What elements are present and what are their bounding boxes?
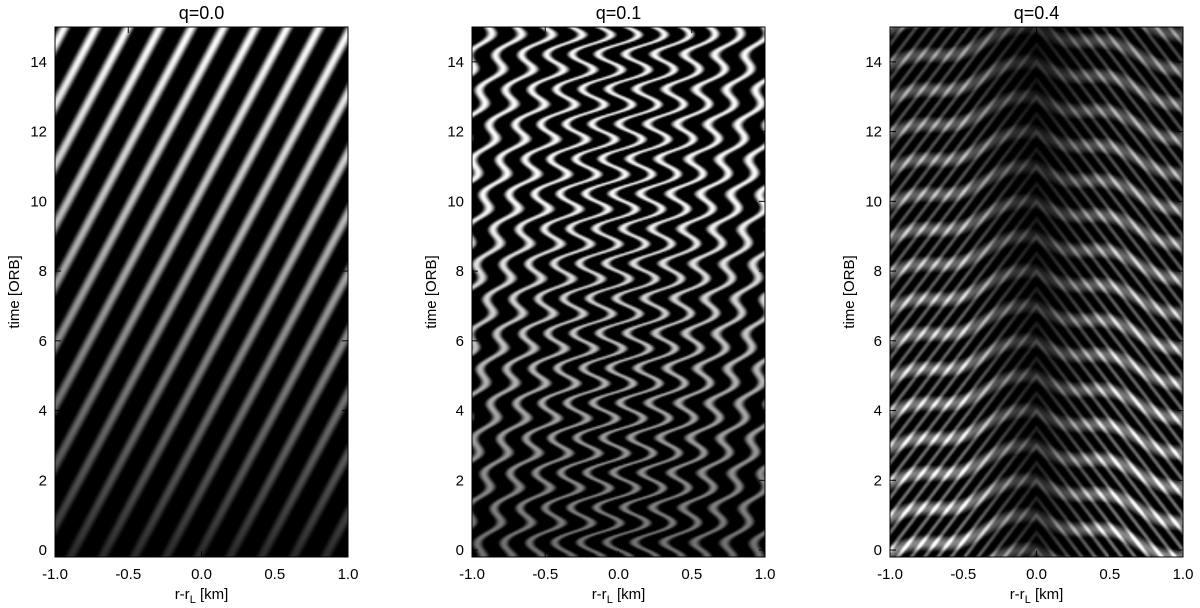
panel-1: q=0.1 -1.0 -0.5 0.0 0.5 1.0 0 2 4 6 8 10 12 14 r-rL [k… [423,3,775,606]
x-tick-label: -0.5 [950,566,976,583]
y-axis-label: time [ORB] [841,255,858,328]
x-tick-label: 1.0 [755,566,776,583]
x-tick-label: -1.0 [459,566,485,583]
y-tick-label: 14 [865,54,882,71]
panel-title: q=0.1 [596,3,642,23]
y-axis-label: time [ORB] [6,255,23,328]
x-tick-label: -1.0 [42,566,68,583]
x-tick-label: 0.0 [191,566,212,583]
y-tick-label: 6 [874,333,882,350]
x-tick-label: 0.0 [1026,566,1047,583]
panel-title: q=0.4 [1014,3,1060,23]
x-tick-label: 0.5 [1099,566,1120,583]
x-tick-label: 0.0 [608,566,629,583]
y-tick-label: 2 [39,472,47,489]
panel-title: q=0.0 [179,3,225,23]
x-tick-label: 1.0 [1173,566,1194,583]
y-axis-label: time [ORB] [423,255,440,328]
y-tick-label: 0 [456,542,464,559]
heatmap-image [472,27,765,557]
y-tick-label: 0 [874,542,882,559]
heatmap-image [890,27,1183,557]
y-tick-label: 8 [39,263,47,280]
y-tick-label: 2 [874,472,882,489]
y-tick-label: 6 [456,333,464,350]
panel-0: q=0.0 -1.0 -0.5 0.0 0.5 1.0 0 2 4 6 8 10 12 14 r-rL [k… [6,3,358,606]
y-tick-label: 12 [447,124,464,141]
x-tick-label: 0.5 [264,566,285,583]
heatmap-image [55,27,348,557]
y-tick-label: 12 [865,124,882,141]
y-tick-label: 10 [30,193,47,210]
x-tick-label: 1.0 [338,566,359,583]
y-tick-label: 10 [447,193,464,210]
y-tick-label: 14 [447,54,464,71]
y-tick-label: 0 [39,542,47,559]
y-tick-label: 6 [39,333,47,350]
x-axis-label: r-rL [km] [175,586,229,606]
y-tick-label: 8 [874,263,882,280]
y-tick-label: 12 [30,124,47,141]
x-tick-label: -0.5 [115,566,141,583]
y-tick-label: 14 [30,54,47,71]
y-tick-label: 10 [865,193,882,210]
x-tick-label: -0.5 [532,566,558,583]
y-tick-label: 4 [456,403,464,420]
y-tick-label: 8 [456,263,464,280]
y-tick-label: 4 [874,403,882,420]
panel-2: q=0.4 -1.0 -0.5 0.0 0.5 1.0 0 2 4 6 8 10 12 14 r-rL [k… [841,3,1193,606]
x-axis-label: r-rL [km] [1010,586,1064,606]
x-axis-label: r-rL [km] [592,586,646,606]
y-tick-label: 2 [456,472,464,489]
x-tick-label: 0.5 [681,566,702,583]
y-tick-label: 4 [39,403,47,420]
x-tick-label: -1.0 [877,566,903,583]
